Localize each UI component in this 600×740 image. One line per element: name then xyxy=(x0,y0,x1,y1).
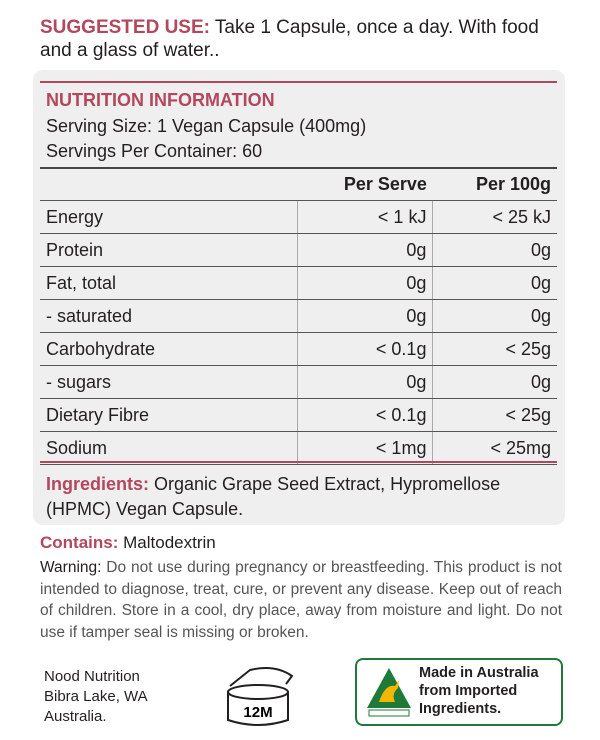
warning: Warning: Do not use during pregnancy or … xyxy=(40,557,562,643)
nutrient-name: Dietary Fibre xyxy=(40,398,298,432)
nutrient-value: < 25mg xyxy=(432,431,557,465)
nutrient-value: < 0.1g xyxy=(296,398,433,432)
ingredients-label: Ingredients: xyxy=(46,474,150,494)
serving-size: Serving Size: 1 Vegan Capsule (400mg) xyxy=(46,116,367,136)
address-line: Nood Nutrition xyxy=(44,668,140,685)
shelf-life-icon: 12M xyxy=(227,667,294,726)
nutrient-row: Fat, total 0g 0g xyxy=(40,266,557,300)
logo xyxy=(367,668,411,717)
nutrient-row: Sodium < 1mg < 25mg xyxy=(40,431,557,465)
nutrient-row: - sugars 0g 0g xyxy=(40,365,557,399)
nutrition-title: NUTRITION INFORMATION xyxy=(46,90,275,110)
warning-label: Warning: xyxy=(40,559,102,576)
nutrient-name: - saturated xyxy=(40,299,298,333)
nutrient-value: 0g xyxy=(432,266,557,300)
made-in-australia-badge: Made in Australia from Imported Ingredie… xyxy=(355,658,563,726)
suggested-use: SUGGESTED USE: Take 1 Capsule, once a da… xyxy=(40,16,560,62)
nutrient-name: Protein xyxy=(40,233,298,267)
nutrient-value: 0g xyxy=(296,266,433,300)
address-line: Bibra Lake, WA xyxy=(44,688,148,705)
nutrition-table: Per Serve Per 100g Energy < 1 kJ < 25 kJ Pr… xyxy=(40,168,557,465)
nutrient-value: 0g xyxy=(296,365,433,399)
nutrient-value: 0g xyxy=(296,233,433,267)
nutrient-name: Fat, total xyxy=(40,266,298,300)
column-header: Per 100g xyxy=(432,168,557,201)
nutrient-name: Energy xyxy=(40,200,298,234)
nutrient-row: Carbohydrate < 0.1g < 25g xyxy=(40,332,557,366)
nutrient-value: < 25g xyxy=(432,332,557,366)
ingredients-text: Organic Grape Seed Extract, Hypromellose… xyxy=(46,474,501,519)
suggested-use-text: Take 1 Capsule, once a day. With food an… xyxy=(40,17,539,61)
nutrient-value: 0g xyxy=(296,299,433,333)
nutrient-value: < 0.1g xyxy=(296,332,433,366)
badge-line: Ingredients. xyxy=(419,701,502,717)
nutrient-row: Energy < 1 kJ < 25 kJ xyxy=(40,200,557,234)
nutrient-row: - saturated 0g 0g xyxy=(40,299,557,333)
nutrient-row: Protein 0g 0g xyxy=(40,233,557,267)
nutrient-name: - sugars xyxy=(40,365,298,399)
header-row: Per Serve Per 100g xyxy=(40,168,557,201)
nutrient-name: Carbohydrate xyxy=(40,332,298,366)
nutrient-value: 0g xyxy=(432,233,557,267)
servings: Servings Per Container: 60 xyxy=(46,141,263,161)
column-header: Per Serve xyxy=(297,168,433,201)
suggested-use-label: SUGGESTED USE: xyxy=(40,17,210,38)
contains-text: Maltodextrin xyxy=(123,533,216,552)
contains-label: Contains: xyxy=(40,533,119,552)
badge-text: Made in Australia from Imported Ingredie… xyxy=(419,664,539,718)
nutrient-value: < 1 kJ xyxy=(296,200,433,234)
nutrient-value: < 1mg xyxy=(296,431,433,465)
badge-line: Made in Australia xyxy=(419,665,539,681)
nutrient-row: Dietary Fibre < 0.1g < 25g xyxy=(40,398,557,432)
contains: Contains: Maltodextrin xyxy=(40,533,216,553)
nutrient-value: < 25 kJ xyxy=(432,200,557,234)
nutrient-value: 0g xyxy=(432,365,557,399)
shelf-life-label: 12M xyxy=(243,704,272,721)
address-line: Australia. xyxy=(44,708,107,725)
ingredients: Ingredients: Organic Grape Seed Extract,… xyxy=(46,472,551,522)
rule xyxy=(40,81,557,83)
warning-text: Do not use during pregnancy or breastfee… xyxy=(40,559,562,641)
rule xyxy=(40,461,557,463)
address: Nood Nutrition Bibra Lake, WA Australia. xyxy=(44,667,148,727)
badge-line: from Imported xyxy=(419,683,518,699)
nutrient-value: < 25g xyxy=(432,398,557,432)
nutrient-name: Sodium xyxy=(40,431,298,465)
nutrient-value: 0g xyxy=(432,299,557,333)
